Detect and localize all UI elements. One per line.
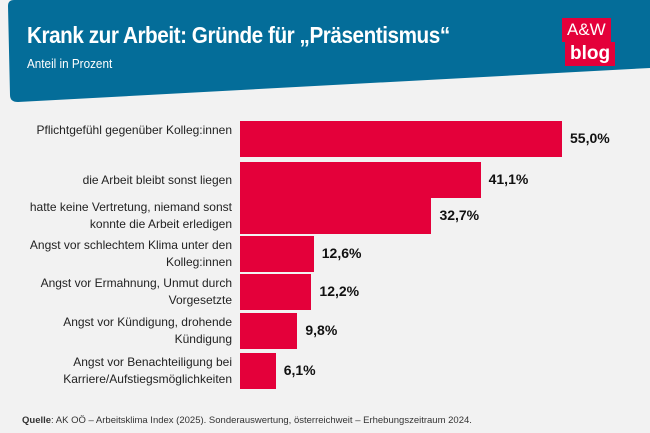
logo-aw: A&W [562, 18, 611, 42]
category-label: Angst vor Benachteiligung bei Karriere/A… [63, 355, 232, 386]
header-banner [8, 0, 650, 102]
category-label: Pflichtgefühl gegenüber Kolleg:innen [36, 123, 232, 137]
data-label: 41,1% [488, 171, 529, 187]
category-label: die Arbeit bleibt sonst liegen [82, 172, 232, 187]
source-label: Quelle [22, 415, 52, 426]
category-label: Angst vor schlechtem Klima unter den Kol… [29, 238, 232, 269]
bar [240, 236, 314, 272]
category-label: Angst vor Kündigung, drohende Kündigung [63, 315, 232, 346]
bar [240, 198, 432, 234]
data-label: 55,0% [570, 130, 610, 146]
bar [240, 353, 276, 389]
source-note: Quelle: AK OÖ – Arbeitsklima Index (2025… [22, 415, 472, 426]
data-label: 12,6% [321, 245, 362, 261]
data-label: 32,7% [439, 207, 480, 223]
bar [240, 121, 562, 157]
bar [240, 313, 298, 349]
data-label: 12,2% [319, 283, 360, 299]
data-label: 6,1% [283, 362, 316, 378]
data-label: 9,8% [305, 322, 338, 338]
chart-title: Krank zur Arbeit: Gründe für „Präsentism… [27, 22, 450, 48]
category-label: Angst vor Ermahnung, Unmut durch Vorgese… [40, 276, 232, 307]
source-text: : AK OÖ – Arbeitsklima Index (2025). Son… [51, 415, 472, 426]
bar [240, 162, 481, 198]
logo-blog: blog [565, 42, 616, 66]
bar [240, 274, 312, 310]
category-label: hatte keine Vertretung, niemand sonst ko… [29, 200, 232, 231]
chart-subtitle: Anteil in Prozent [27, 56, 113, 71]
